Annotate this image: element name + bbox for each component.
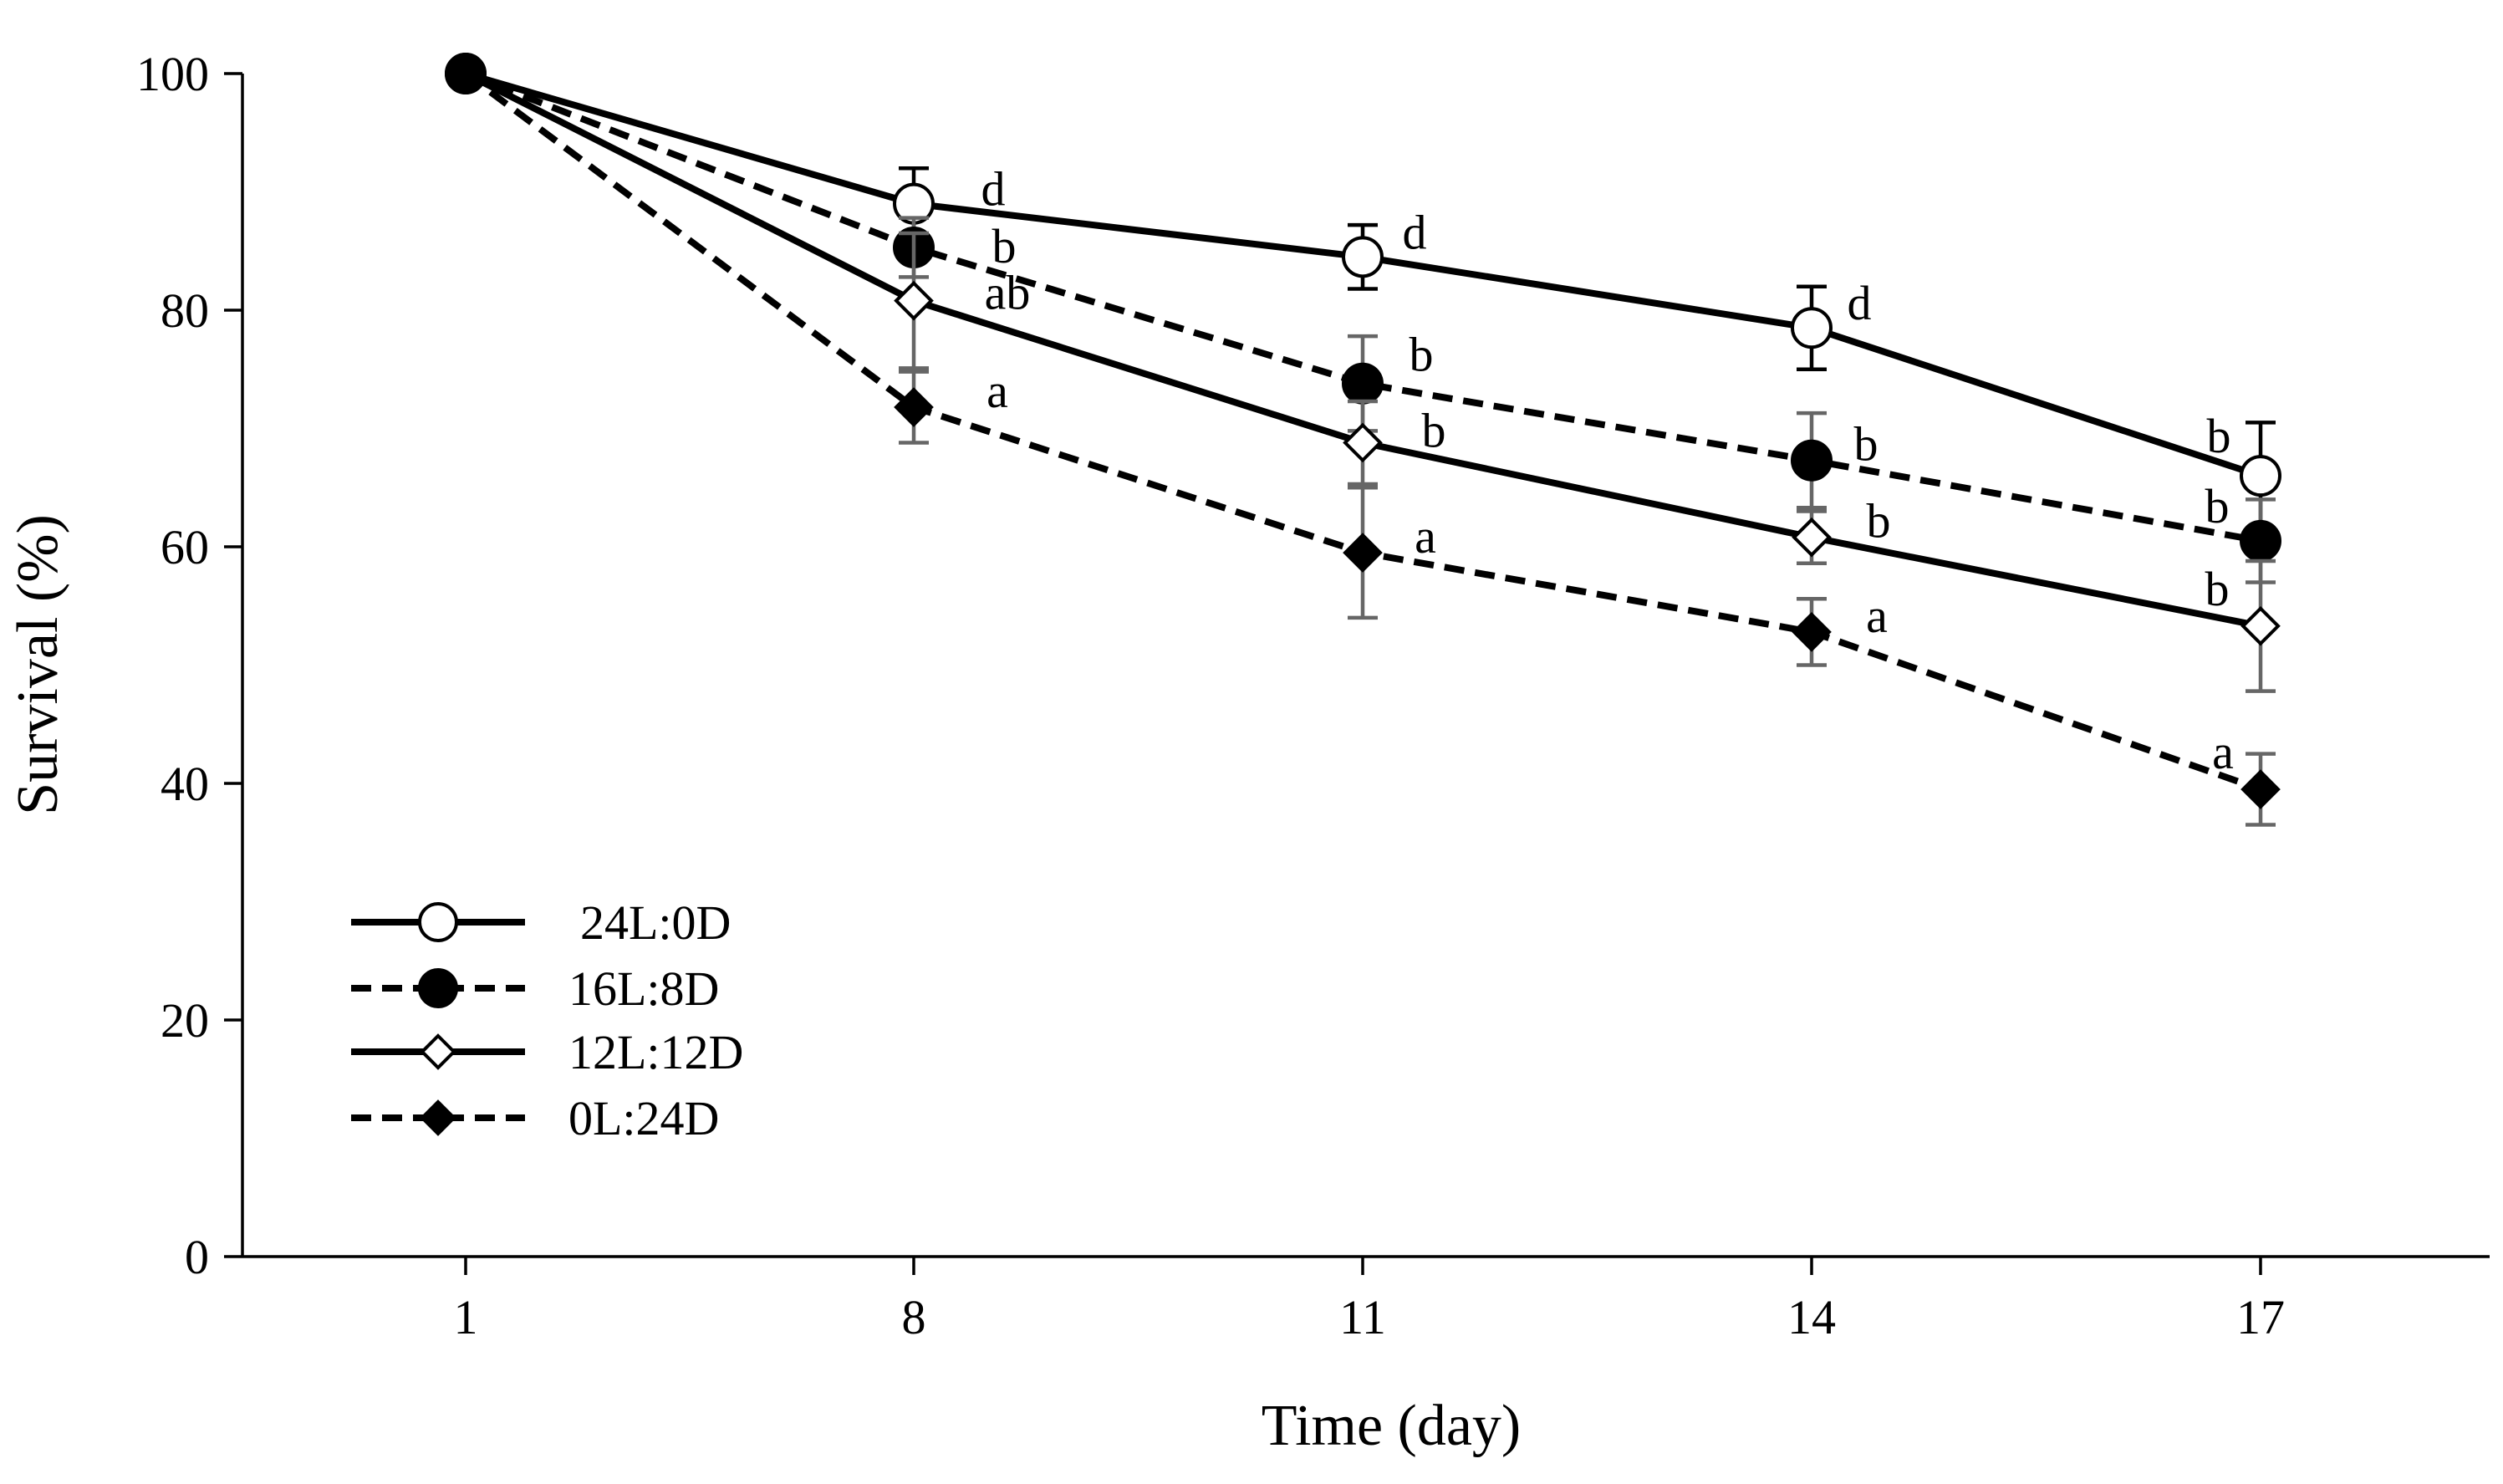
legend-label: 24L:0D: [580, 895, 731, 950]
x-tick-label: 14: [1787, 1290, 1836, 1344]
series-0L:24D: a a a a: [446, 54, 2281, 827]
significance-letter: d: [981, 162, 1006, 217]
legend: 24L:0D 16L:8D 12L:12D 0L:24D: [351, 895, 743, 1145]
x-tick-label: 8: [902, 1290, 926, 1344]
marker-point: [446, 54, 486, 94]
x-tick-label: 1: [454, 1290, 478, 1344]
x-tick-label: 17: [2236, 1290, 2285, 1344]
legend-entry: 12L:12D: [351, 1025, 743, 1079]
legend-entry: 24L:0D: [351, 895, 731, 950]
marker-point: [420, 1099, 456, 1136]
significance-letter: b: [2205, 562, 2230, 616]
marker-point: [1342, 362, 1384, 405]
y-ticks: 0 20 40 60 80 100: [136, 47, 242, 1284]
significance-letter: b: [1867, 494, 1891, 548]
significance-letter: b: [992, 219, 1017, 273]
y-axis-title: Survival (%): [6, 514, 70, 815]
significance-letter: d: [1403, 205, 1427, 259]
significance-letter: b: [2205, 479, 2230, 533]
significance-letter: ab: [985, 266, 1031, 320]
marker-point: [1343, 422, 1383, 463]
legend-label: 12L:12D: [568, 1025, 743, 1079]
marker-point: [2240, 769, 2281, 809]
y-tick-label: 60: [161, 520, 209, 574]
marker-point: [1342, 236, 1384, 278]
marker-point: [1792, 517, 1832, 558]
significance-letter: b: [1410, 328, 1434, 382]
marker-point: [1343, 533, 1383, 573]
marker-point: [2240, 519, 2281, 562]
marker-point: [2240, 455, 2281, 497]
marker-point: [418, 968, 458, 1008]
marker-point: [894, 280, 934, 321]
marker-point: [1791, 439, 1833, 482]
series-line: [464, 70, 2261, 544]
significance-letter: b: [1854, 417, 1879, 472]
y-tick-label: 100: [136, 47, 209, 101]
legend-entry: 0L:24D: [351, 1091, 719, 1145]
significance-letter: a: [986, 364, 1008, 418]
y-tick-label: 0: [185, 1230, 209, 1284]
y-tick-label: 40: [161, 757, 209, 811]
marker-point: [420, 1033, 456, 1070]
legend-label: 0L:24D: [568, 1091, 719, 1145]
marker-point: [894, 387, 934, 427]
significance-letter: a: [1415, 509, 1436, 564]
significance-letter: b: [1422, 403, 1446, 457]
x-axis-title: Time (day): [1262, 1394, 1521, 1458]
x-tick-label: 11: [1339, 1290, 1386, 1344]
marker-point: [1791, 307, 1833, 349]
legend-label: 16L:8D: [568, 961, 719, 1016]
marker-point: [2240, 605, 2281, 646]
y-tick-label: 80: [161, 283, 209, 338]
x-ticks: 1 8 11 14 17: [454, 1257, 2285, 1344]
significance-letter: a: [2212, 725, 2234, 779]
significance-letter: d: [1848, 276, 1872, 330]
y-tick-label: 20: [161, 993, 209, 1048]
legend-entry: 16L:8D: [351, 961, 719, 1016]
significance-letter: b: [2207, 409, 2231, 463]
significance-letter: a: [1866, 589, 1888, 643]
marker-point: [1792, 612, 1832, 652]
marker-point: [418, 902, 458, 942]
